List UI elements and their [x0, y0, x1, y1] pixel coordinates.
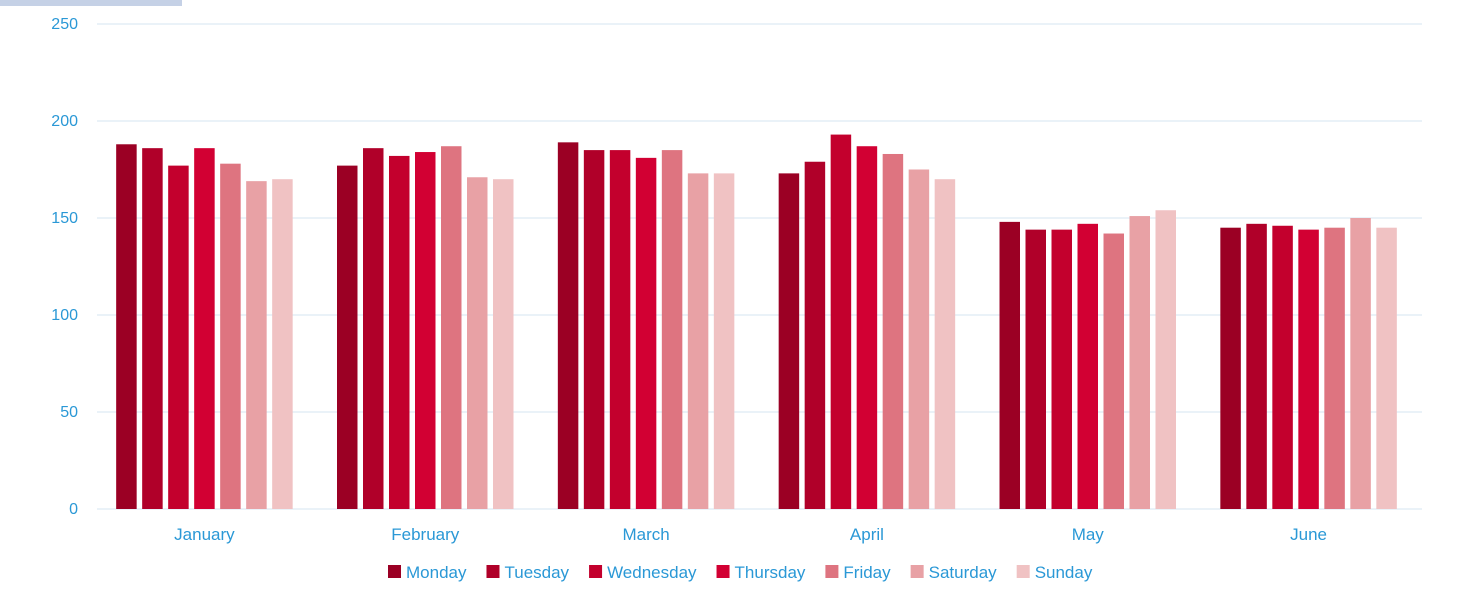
- bar-february-tuesday: [363, 148, 384, 509]
- legend-swatch-sunday: [1016, 565, 1030, 578]
- bar-april-tuesday: [804, 161, 826, 510]
- bar-april-saturday: [908, 169, 930, 509]
- bar-february-wednesday: [389, 155, 410, 510]
- bars: [116, 134, 1397, 510]
- bar-april-wednesday: [830, 134, 852, 509]
- bar-may-wednesday: [1051, 229, 1072, 509]
- legend-label-monday: Monday: [406, 563, 467, 582]
- x-tick-label: April: [850, 525, 884, 544]
- legend-label-tuesday: Tuesday: [504, 563, 569, 582]
- legend-swatch-tuesday: [486, 565, 500, 578]
- legend-swatch-saturday: [910, 565, 924, 578]
- bar-january-sunday: [272, 179, 293, 509]
- x-axis-labels: January February March April May June: [174, 525, 1327, 544]
- legend-label-wednesday: Wednesday: [607, 563, 697, 582]
- bar-april-monday: [778, 173, 800, 509]
- bar-may-monday: [999, 221, 1020, 509]
- y-tick-label: 200: [51, 113, 78, 130]
- bar-february-saturday: [467, 177, 488, 509]
- bar-march-wednesday: [609, 150, 631, 509]
- x-tick-label: June: [1290, 525, 1327, 544]
- bar-march-saturday: [687, 173, 709, 509]
- bar-may-sunday: [1155, 210, 1176, 510]
- y-axis-ticks: 0 50 100 150 200 250: [51, 16, 78, 518]
- legend-label-thursday: Thursday: [735, 563, 806, 582]
- bar-april-sunday: [934, 179, 956, 509]
- bar-may-tuesday: [1025, 229, 1046, 509]
- bar-june-monday: [1220, 227, 1241, 509]
- legend-swatch-monday: [388, 565, 401, 578]
- legend-label-friday: Friday: [843, 563, 891, 582]
- bar-june-wednesday: [1272, 225, 1293, 509]
- bar-february-thursday: [415, 152, 436, 510]
- bar-june-thursday: [1298, 229, 1319, 509]
- legend-swatch-friday: [825, 565, 839, 578]
- bar-march-friday: [661, 150, 683, 509]
- bar-march-thursday: [635, 157, 657, 510]
- bar-january-monday: [116, 144, 137, 509]
- top-accent-bar: [0, 0, 182, 6]
- bar-february-sunday: [493, 179, 514, 509]
- legend-swatch-wednesday: [589, 565, 603, 578]
- x-tick-label: February: [391, 525, 460, 544]
- bar-may-saturday: [1129, 216, 1150, 509]
- gridlines: [97, 23, 1422, 510]
- bar-march-sunday: [713, 173, 735, 509]
- bar-january-saturday: [246, 181, 267, 509]
- bar-january-thursday: [194, 148, 215, 509]
- bar-february-friday: [441, 146, 462, 509]
- y-tick-label: 0: [69, 501, 78, 518]
- bar-june-tuesday: [1246, 223, 1267, 509]
- bar-february-monday: [337, 165, 358, 509]
- bar-may-friday: [1103, 233, 1124, 509]
- bar-january-tuesday: [142, 148, 163, 509]
- legend-swatch-thursday: [716, 565, 730, 578]
- bar-march-tuesday: [583, 150, 605, 509]
- bar-january-friday: [220, 163, 241, 509]
- bar-april-friday: [882, 153, 904, 510]
- x-tick-label: May: [1072, 525, 1105, 544]
- y-tick-label: 50: [60, 404, 78, 421]
- legend: Monday Tuesday Wednesday Thursday Friday Satu…: [388, 563, 1093, 582]
- legend-label-saturday: Saturday: [929, 563, 998, 582]
- bar-june-sunday: [1376, 227, 1397, 509]
- y-tick-label: 250: [51, 16, 78, 33]
- bar-april-thursday: [856, 146, 878, 509]
- bar-january-wednesday: [168, 165, 189, 509]
- bar-june-saturday: [1350, 218, 1371, 509]
- x-tick-label: January: [174, 525, 235, 544]
- x-tick-label: March: [622, 525, 669, 544]
- bar-march-monday: [557, 142, 579, 509]
- bar-june-friday: [1324, 227, 1345, 509]
- y-tick-label: 150: [51, 210, 78, 227]
- legend-label-sunday: Sunday: [1035, 563, 1093, 582]
- y-tick-label: 100: [51, 307, 78, 324]
- bar-may-thursday: [1077, 223, 1098, 509]
